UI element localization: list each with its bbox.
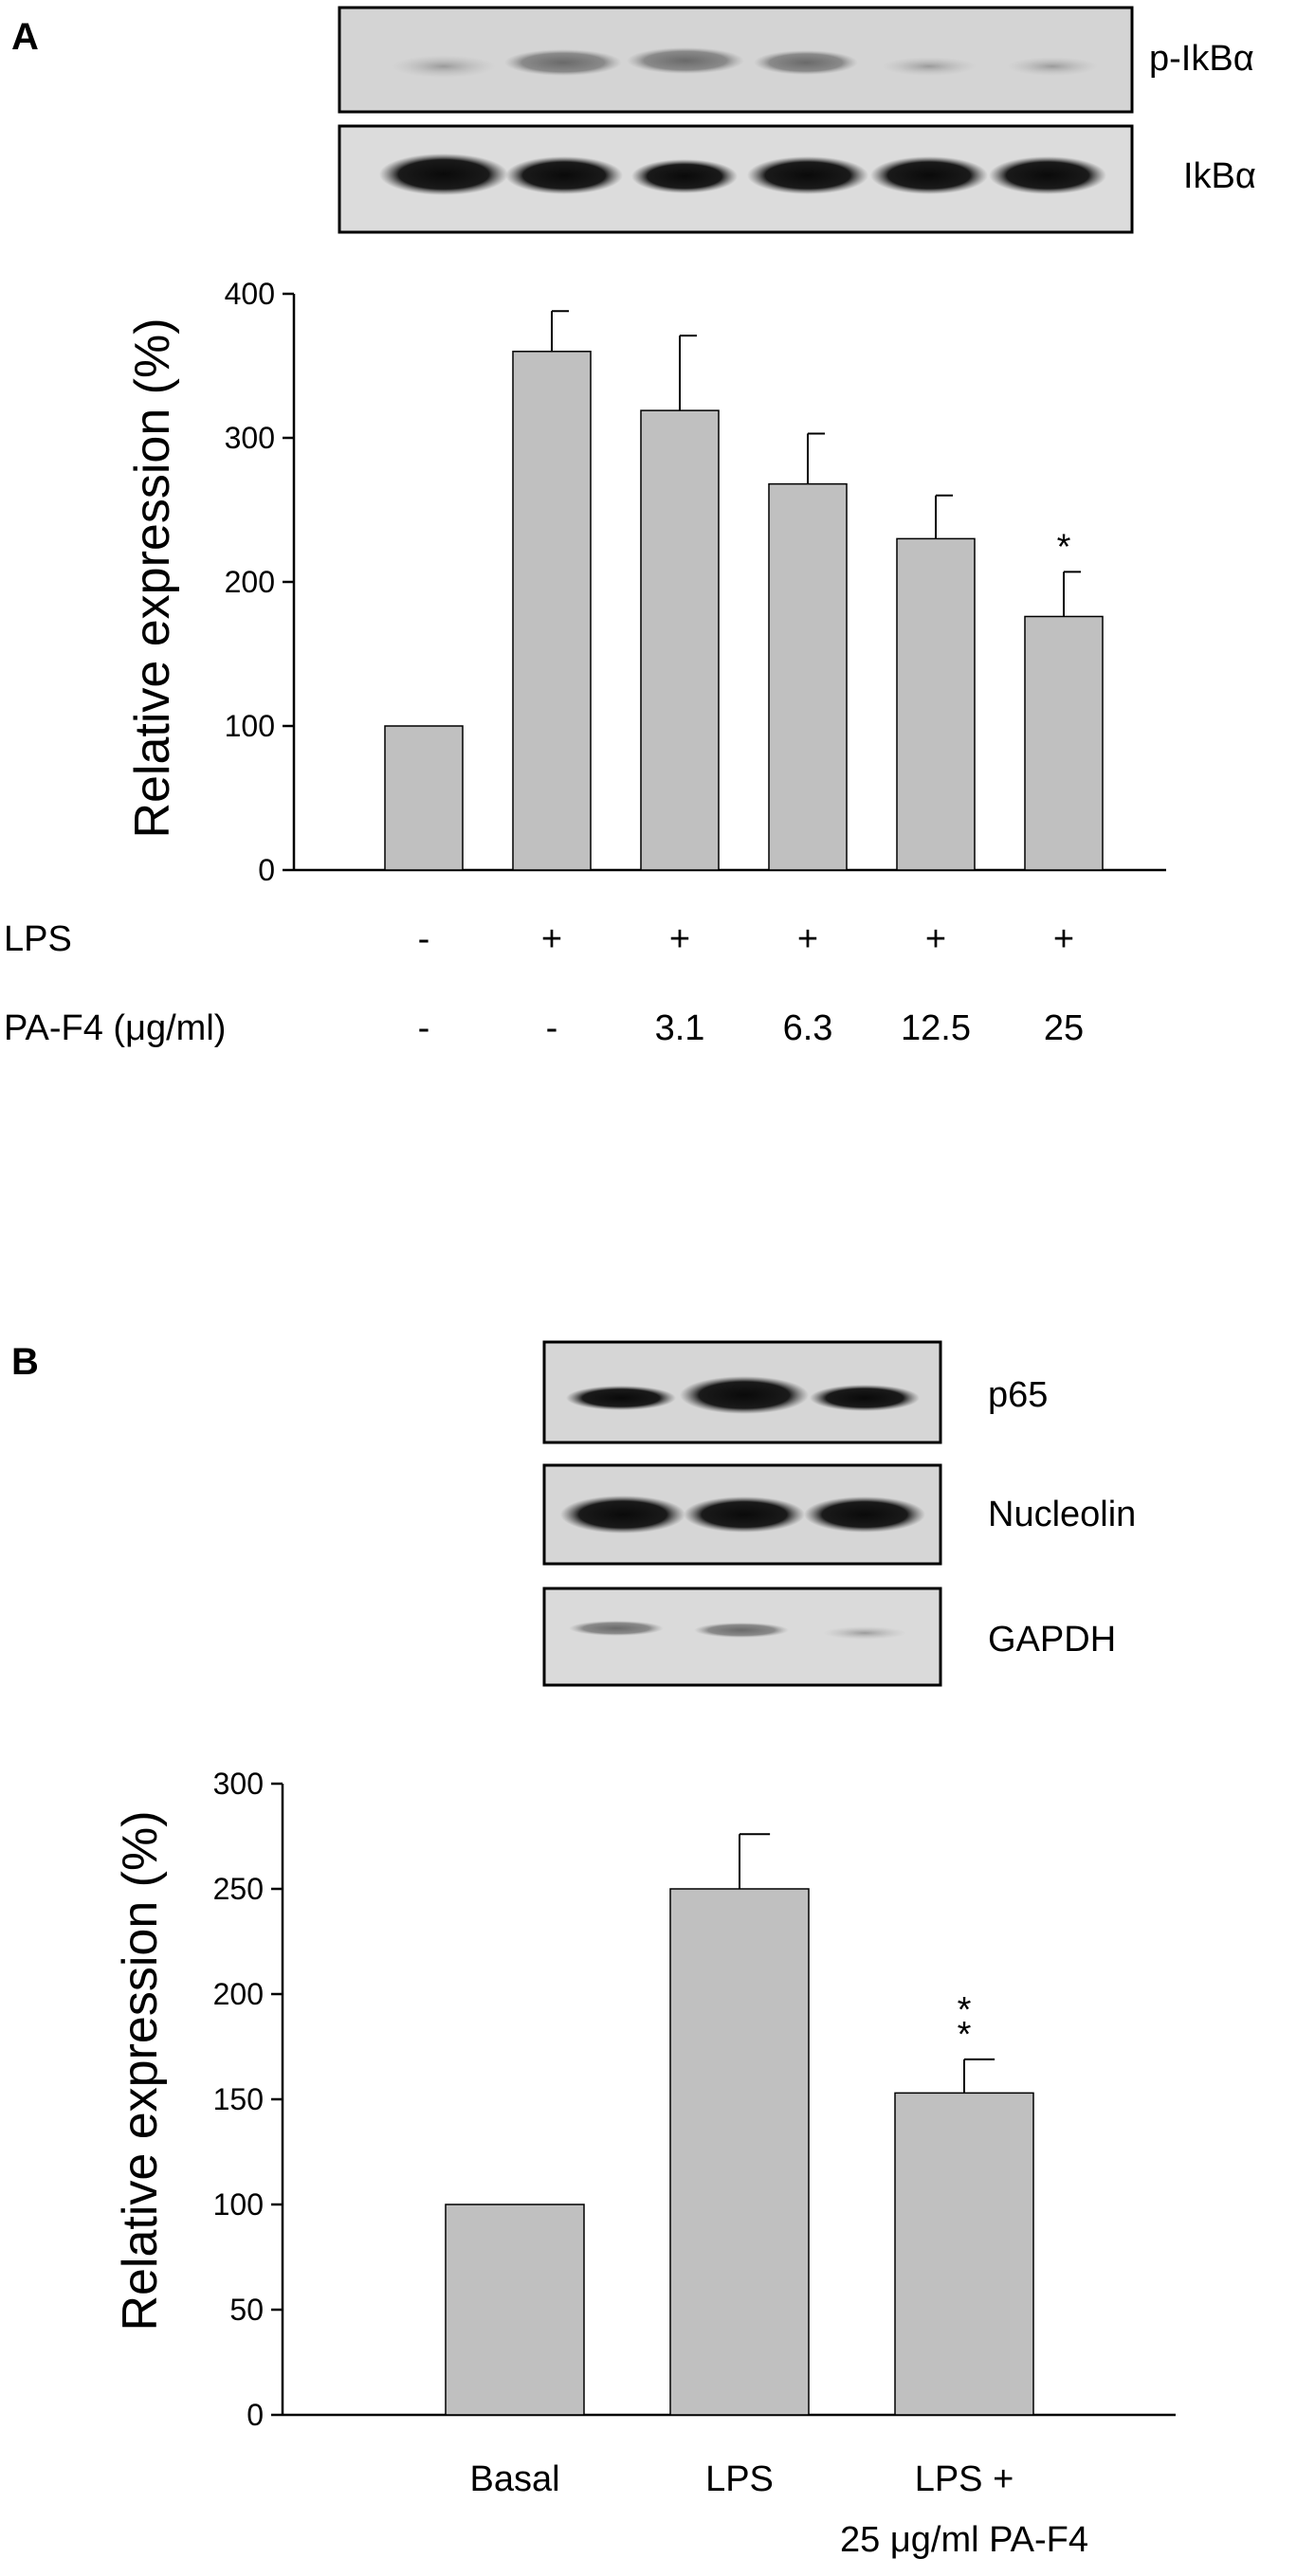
blot-band	[823, 1626, 906, 1640]
blot-band	[504, 49, 622, 76]
chart-a-condition-rows: LPS - + + + + + PA-F4 (μg/ml) - - 3.1 6.3 12.5 25	[4, 919, 1084, 1048]
blot-b-2	[542, 1463, 942, 1566]
blot-b-label-3: GAPDH	[988, 1620, 1116, 1660]
chart-b-bar	[669, 1888, 810, 2416]
chart-b-y-tick-label: 50	[229, 2293, 264, 2327]
condition-value: -	[546, 1008, 558, 1048]
chart-b-bar	[894, 2092, 1034, 2416]
condition-row-label: LPS	[4, 919, 72, 959]
chart-b-y-tick-label: 0	[247, 2398, 264, 2432]
blot-band	[882, 57, 977, 76]
condition-value: +	[797, 919, 818, 959]
condition-value: -	[418, 919, 430, 959]
chart-a-bar	[512, 351, 592, 871]
blot-band	[810, 1385, 920, 1411]
blot-band	[566, 1386, 676, 1410]
blot-band	[560, 1496, 685, 1533]
chart-b-category-label: Basal	[469, 2459, 559, 2499]
condition-value: +	[925, 919, 946, 959]
blot-b-3	[542, 1587, 942, 1687]
chart-a-y-tick-label: 300	[225, 421, 275, 455]
chart-b-significance-mark: *	[958, 2015, 972, 2055]
blot-band	[754, 50, 858, 75]
blot-band	[680, 1376, 809, 1414]
chart-a-y-tick-label: 400	[225, 277, 275, 311]
blot-band	[392, 55, 496, 78]
chart-a-ylabel: Relative expression (%)	[125, 317, 180, 838]
chart-b-significance-mark: *	[958, 1990, 972, 2030]
chart-a-bar	[640, 409, 720, 871]
chart-b-category-label: 25 μg/ml PA-F4	[840, 2520, 1088, 2560]
blot-a-1	[338, 6, 1134, 114]
blot-a-label-2: IkBα	[1183, 156, 1256, 196]
panel-letter-a: A	[11, 16, 39, 58]
chart-b-y-tick-label: 100	[213, 2187, 264, 2222]
blot-a-2	[338, 124, 1134, 234]
chart-b: 0 50 100 150 200 250 300 ** Basal LPS LPS + 25 μg/m…	[213, 1767, 1176, 2560]
blot-band	[694, 1623, 789, 1638]
chart-b-y-tick-label: 200	[213, 1977, 264, 2011]
blot-band	[684, 1497, 805, 1533]
chart-a-bar	[1024, 615, 1104, 871]
chart-b-y-tick-label: 300	[213, 1767, 264, 1801]
blot-band	[989, 156, 1106, 194]
blot-band	[379, 154, 508, 195]
condition-value: +	[669, 919, 690, 959]
blot-band	[631, 159, 738, 193]
chart-b-y-tick-label: 150	[213, 2082, 264, 2116]
chart-a-y-tick-label: 0	[258, 853, 275, 887]
blot-b-label-1: p65	[988, 1375, 1048, 1415]
chart-b-category-label: LPS +	[915, 2459, 1014, 2499]
chart-a: 0 100 200 300 400 *	[225, 277, 1166, 887]
blot-band	[1007, 57, 1098, 76]
blot-band	[627, 47, 744, 74]
blot-band	[804, 1497, 925, 1533]
condition-value: 6.3	[783, 1008, 833, 1048]
chart-b-ylabel: Relative expression (%)	[113, 1810, 168, 2331]
chart-a-significance-mark: *	[1057, 527, 1071, 567]
blot-band	[747, 156, 868, 194]
condition-value: -	[418, 1008, 430, 1048]
chart-a-y-tick-label: 100	[225, 709, 275, 743]
blot-band	[505, 156, 623, 194]
chart-a-bar	[768, 482, 848, 871]
panel-letter-b: B	[11, 1341, 39, 1383]
blot-band	[870, 156, 988, 194]
blot-band	[569, 1621, 664, 1636]
chart-a-bar	[384, 725, 464, 871]
condition-value: 25	[1044, 1008, 1084, 1048]
chart-b-y-tick-label: 250	[213, 1872, 264, 1906]
chart-a-bar	[896, 537, 976, 871]
chart-b-bar	[445, 2204, 585, 2416]
panel-b: B p65 Nucleolin GAPDH 0 50 100 150 200 250 300…	[11, 1340, 1176, 2560]
condition-value: 3.1	[655, 1008, 705, 1048]
condition-value: 12.5	[901, 1008, 971, 1048]
condition-value: +	[541, 919, 562, 959]
chart-a-y-tick-label: 200	[225, 565, 275, 599]
condition-value: +	[1053, 919, 1074, 959]
condition-row-label: PA-F4 (μg/ml)	[4, 1008, 226, 1048]
blot-a-label-1: p-IkBα	[1149, 39, 1254, 79]
chart-b-category-label: LPS	[705, 2459, 774, 2499]
blot-b-1	[542, 1340, 942, 1444]
panel-a: A p-IkBα IkBα 0 100 200 300 400 * Relative ex…	[4, 6, 1256, 1048]
blot-b-label-2: Nucleolin	[988, 1495, 1136, 1534]
